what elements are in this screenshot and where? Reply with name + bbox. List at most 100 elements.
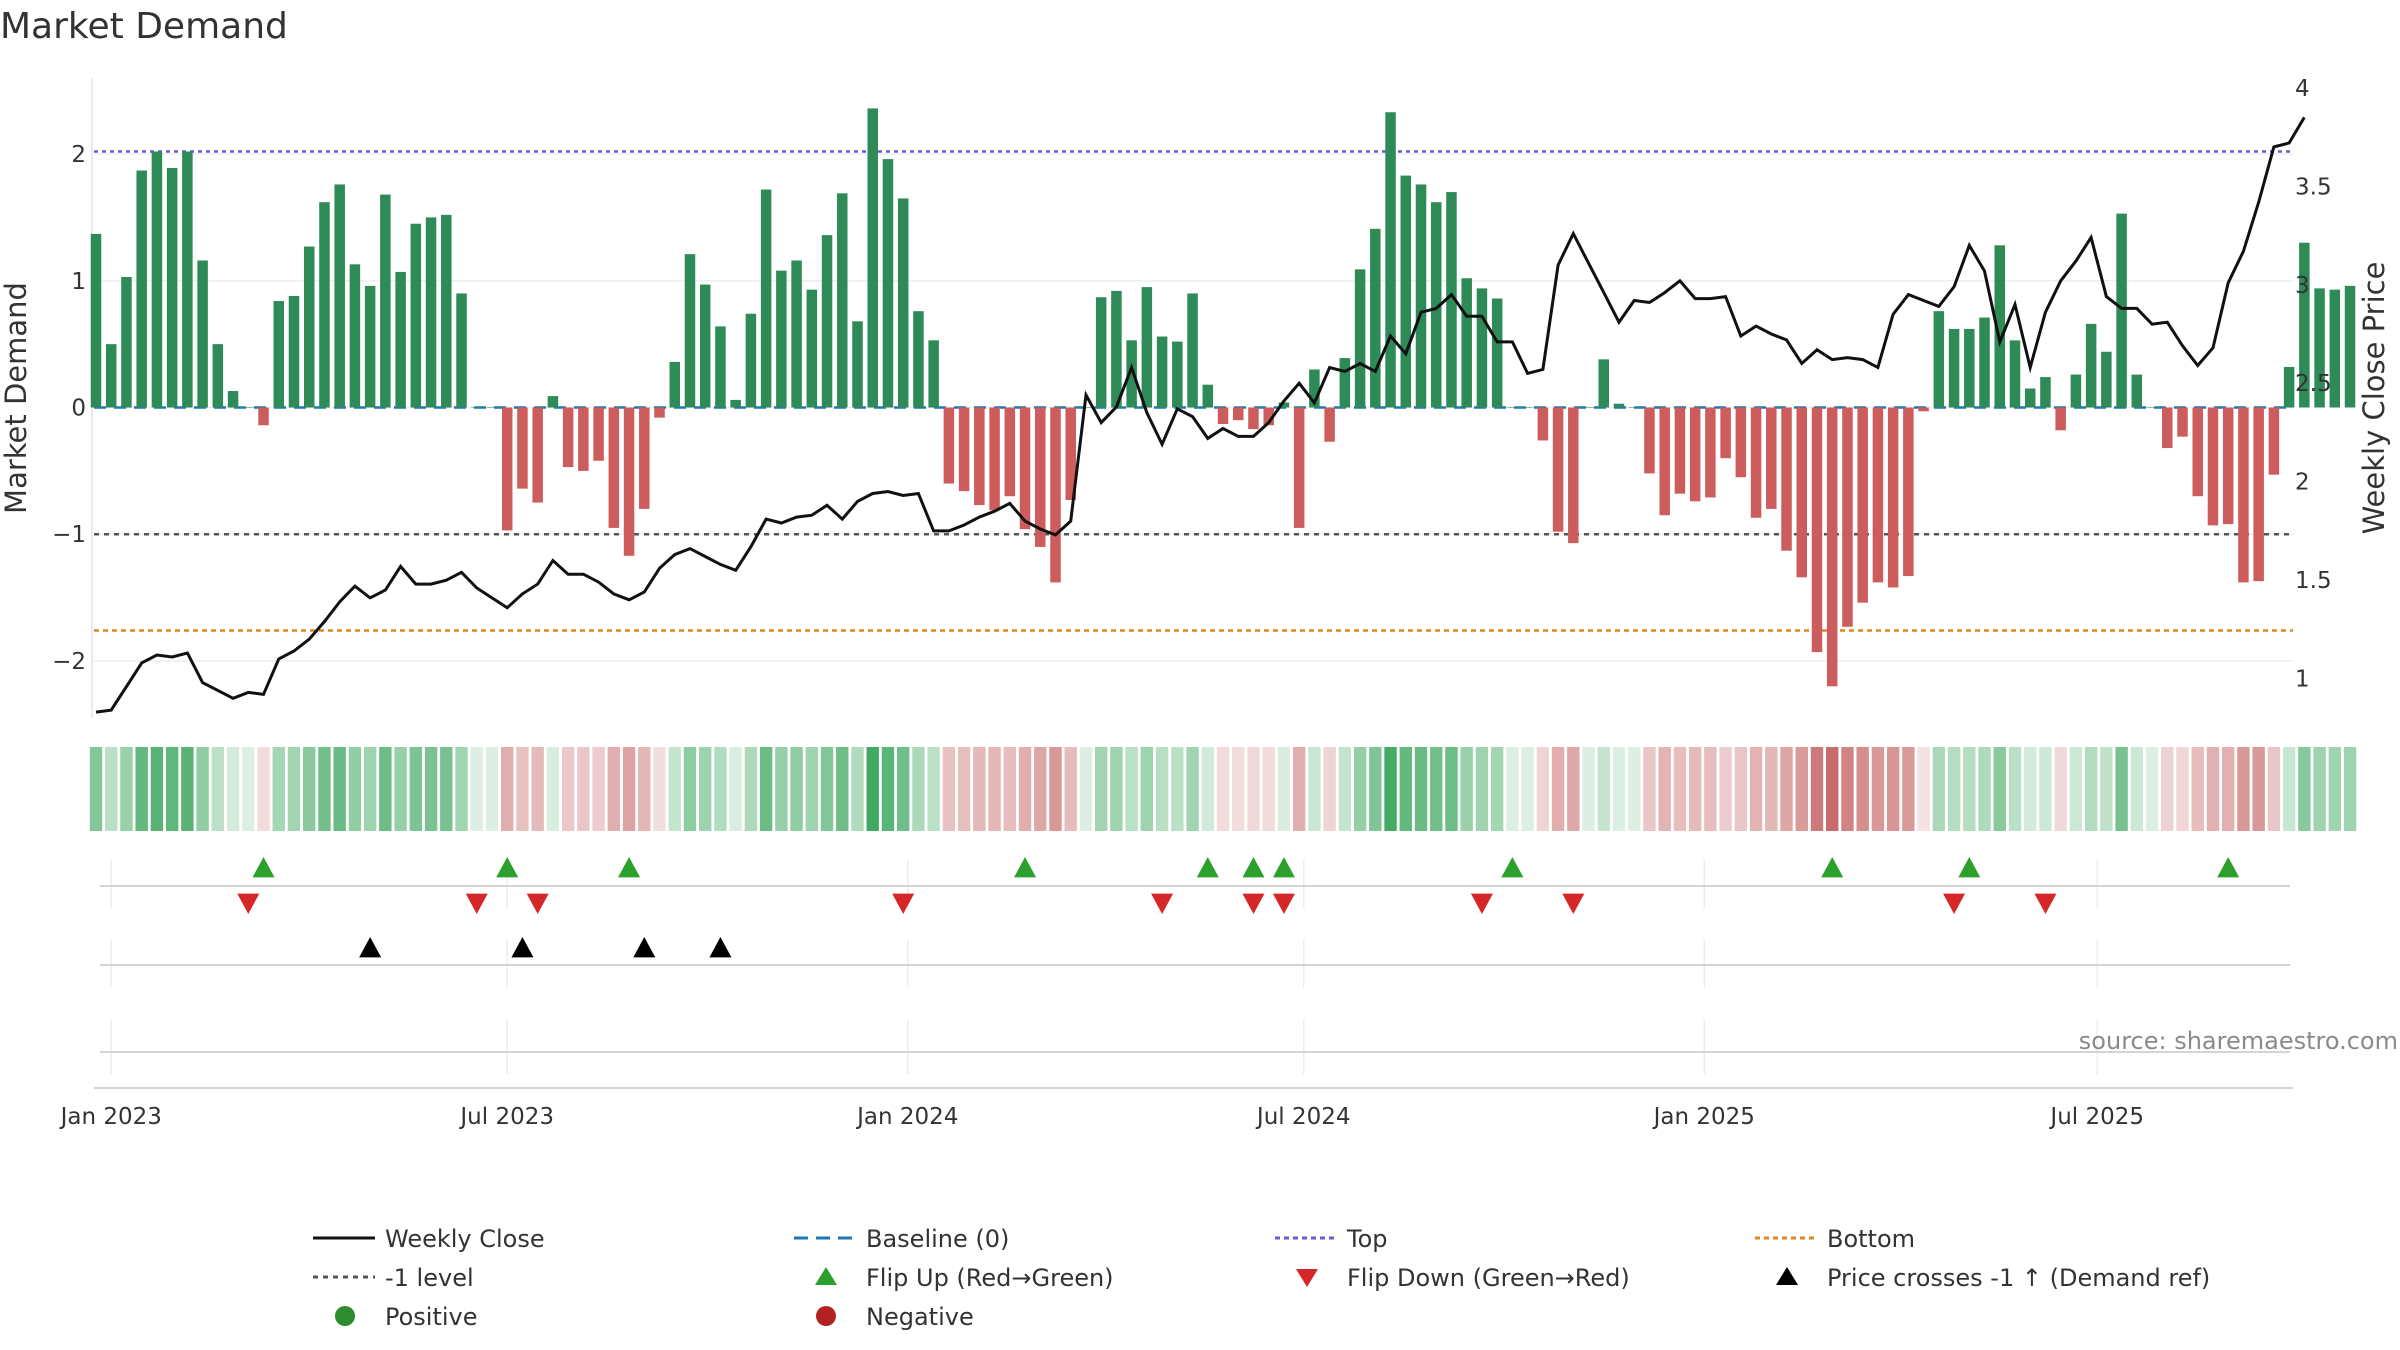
heat-cell (1856, 747, 1869, 831)
demand-bar (974, 407, 985, 506)
demand-bar (303, 246, 315, 408)
heat-cell (1140, 747, 1154, 831)
heat-cell (668, 747, 681, 831)
demand-bar (715, 326, 726, 408)
heat-cell (1567, 747, 1580, 831)
demand-bar (593, 407, 604, 461)
demand-bar (2207, 407, 2219, 526)
demand-bar (1354, 269, 1366, 408)
demand-bar (1095, 297, 1107, 408)
heat-cell (2206, 747, 2220, 831)
heat-cell (592, 747, 605, 831)
flip-up-marker (618, 857, 641, 878)
heat-cell (1171, 747, 1184, 831)
demand-bar (882, 159, 894, 408)
heat-cell (699, 747, 712, 831)
heat-cell (1688, 747, 1702, 831)
demand-bar (1446, 192, 1457, 408)
heat-cell (2176, 747, 2189, 831)
demand-bar (2131, 374, 2143, 408)
demand-bar (1552, 407, 1564, 532)
heat-cell (105, 747, 118, 831)
demand-bar (2253, 407, 2264, 582)
heat-cell (424, 747, 438, 831)
heat-cell (957, 747, 971, 831)
heat-cell (470, 747, 483, 831)
demand-bar (1903, 407, 1914, 577)
demand-bar (1461, 278, 1472, 408)
demand-bar (151, 151, 163, 408)
heat-cell (881, 747, 895, 831)
demand-bar (486, 407, 498, 409)
heat-cell (1475, 747, 1489, 831)
heat-cell (1490, 747, 1504, 831)
heat-cell (1780, 747, 1793, 831)
heat-cell (912, 747, 925, 831)
flip-up-marker (1272, 857, 1295, 878)
heat-cell (1749, 747, 1763, 831)
demand-bar (1050, 407, 1061, 583)
heat-cell (135, 747, 148, 831)
heat-cell (729, 747, 742, 831)
demand-bar (2162, 407, 2173, 449)
right-axis-ticks: 4 3.5 3 2.5 2 1.5 1 (2295, 76, 2332, 693)
heat-cell (1628, 747, 1641, 831)
right-tick-label: 4 (2295, 76, 2310, 102)
demand-bar (2055, 407, 2066, 431)
legend: Weekly Close Baseline (0) Top Bottom -1 leve… (313, 1225, 2210, 1331)
demand-bar (1522, 407, 1533, 409)
left-tick-label: 1 (71, 269, 86, 295)
heat-cell (653, 747, 666, 831)
heat-cell (988, 747, 1001, 831)
demand-bar (821, 235, 833, 408)
demand-bar (2009, 340, 2021, 408)
demand-bar (1842, 407, 1853, 627)
heat-cell (820, 747, 834, 831)
heat-cell (866, 747, 879, 831)
heat-cell (561, 747, 575, 831)
flip-up-marker (1014, 857, 1037, 878)
demand-bar (760, 189, 772, 408)
right-tick-label: 2 (2295, 470, 2310, 496)
demand-bar (2314, 288, 2325, 408)
source-label: source: sharemaestro.com (2079, 1027, 2398, 1055)
heat-cell (1201, 747, 1214, 831)
demand-bar (806, 289, 818, 408)
demand-bar (684, 254, 696, 408)
legend-swatch (1296, 1269, 1318, 1287)
demand-bar (1187, 293, 1198, 408)
legend-label: Baseline (0) (866, 1225, 1009, 1253)
heat-cell (851, 747, 864, 831)
demand-bar (1339, 358, 1351, 408)
heat-cell (379, 747, 392, 831)
demand-bar (273, 301, 285, 408)
demand-bar (90, 233, 102, 408)
demand-bar (243, 407, 254, 409)
demand-bar (1826, 407, 1838, 687)
heat-cell (942, 747, 956, 831)
demand-bar (1674, 407, 1686, 494)
heat-cell (120, 747, 133, 831)
heat-cell (1018, 747, 1032, 831)
demand-bar (1568, 407, 1579, 544)
price-cross-marker (709, 937, 732, 958)
flip-up-marker (252, 857, 275, 878)
heat-cell (805, 747, 819, 831)
heat-cell (1795, 747, 1808, 831)
x-tick-label: Jan 2024 (855, 1104, 958, 1130)
heat-cell (2145, 747, 2159, 831)
heat-cell (1094, 747, 1108, 831)
heat-cell (1155, 747, 1169, 831)
x-axis-ticks: Jan 2023 Jul 2023 Jan 2024 Jul 2024 Jan 2025… (59, 1104, 2144, 1130)
price-cross-marker (359, 937, 382, 958)
heat-cell (1536, 747, 1550, 831)
flip-up-marker (1958, 857, 1981, 878)
demand-bar (1293, 407, 1305, 528)
right-tick-label: 1 (2295, 667, 2310, 693)
demand-bar (1476, 288, 1488, 408)
demand-bar (547, 396, 559, 408)
heat-cell (744, 747, 758, 831)
demand-bar (2283, 366, 2295, 408)
legend-label: -1 level (385, 1264, 474, 1292)
demand-bar (1644, 407, 1655, 474)
